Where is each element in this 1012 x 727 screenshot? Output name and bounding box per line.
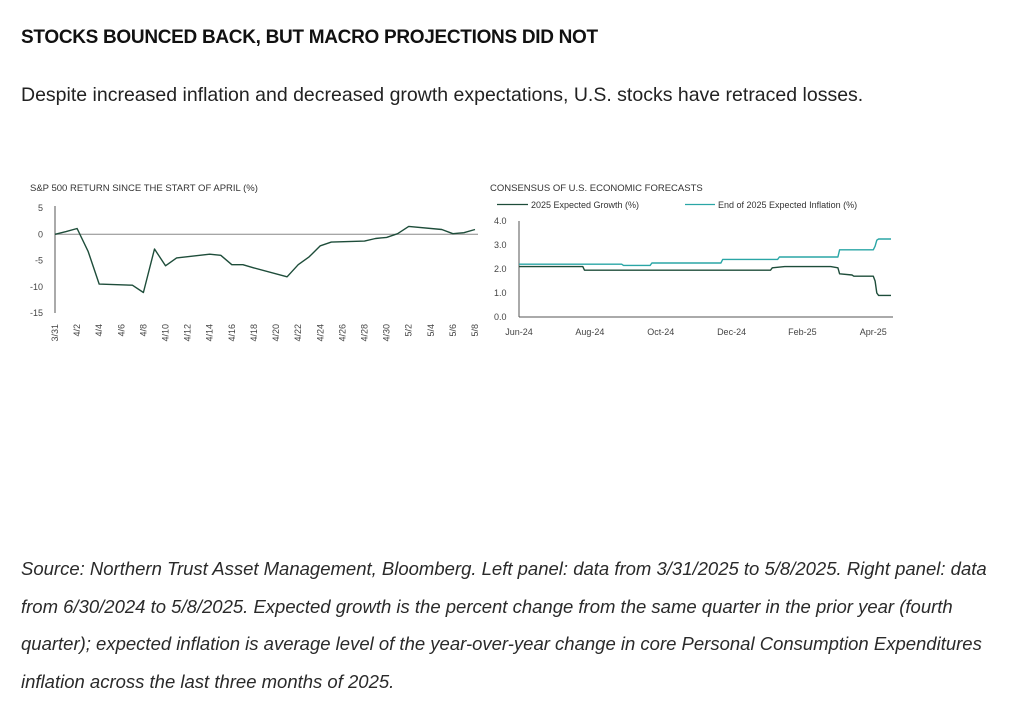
- sp500-y-tick-label: -15: [30, 308, 43, 318]
- sp500-x-tick-label: 4/6: [116, 324, 126, 337]
- sp500-x-tick-label: 4/24: [315, 324, 325, 342]
- sp500-x-tick-label: 4/26: [337, 324, 347, 342]
- sp500-x-tick-label: 5/2: [404, 324, 414, 337]
- sp500-x-tick-label: 4/12: [183, 324, 193, 342]
- source-note: Source: Northern Trust Asset Management,…: [21, 558, 987, 692]
- forecast-x-tick-label: Feb-25: [788, 327, 817, 337]
- forecast-y-tick-label: 3.0: [494, 240, 507, 250]
- sp500-x-tick-label: 4/10: [161, 324, 171, 342]
- sp500-x-tick-label: 4/8: [138, 324, 148, 337]
- sp500-x-tick-label: 4/4: [94, 324, 104, 337]
- growth-line: [519, 265, 891, 297]
- sp500-x-tick-label: 4/16: [227, 324, 237, 342]
- forecast-y-tick-labels: 4.0 3.0 2.0 1.0 0.0: [494, 216, 507, 322]
- legend-label-inflation: End of 2025 Expected Inflation (%): [718, 200, 857, 210]
- forecast-y-tick-label: 4.0: [494, 216, 507, 226]
- forecast-axes: [518, 221, 893, 318]
- sp500-chart: S&P 500 RETURN SINCE THE START OF APRIL …: [30, 183, 480, 342]
- forecast-x-tick-label: Aug-24: [575, 327, 604, 337]
- legend-label-growth: 2025 Expected Growth (%): [531, 200, 639, 210]
- sp500-y-tick-label: 5: [38, 203, 43, 213]
- inflation-line: [519, 238, 891, 267]
- headline: STOCKS BOUNCED BACK, BUT MACRO PROJECTIO…: [21, 27, 598, 48]
- forecast-y-tick-label: 2.0: [494, 264, 507, 274]
- sp500-x-tick-label: 5/4: [426, 324, 436, 337]
- forecast-chart-title: CONSENSUS OF U.S. ECONOMIC FORECASTS: [490, 183, 703, 194]
- charts-container: S&P 500 RETURN SINCE THE START OF APRIL …: [0, 170, 1012, 375]
- sp500-series: [54, 225, 476, 294]
- sp500-y-tick-label: 0: [38, 229, 43, 239]
- sp500-x-tick-label: 4/22: [293, 324, 303, 342]
- sp500-axes: [54, 206, 478, 313]
- sp500-x-tick-label: 4/14: [205, 324, 215, 342]
- sp500-y-tick-label: -5: [35, 256, 43, 266]
- sp500-y-tick-label: -10: [30, 282, 43, 292]
- forecast-x-tick-label: Apr-25: [860, 327, 887, 337]
- sp500-x-tick-label: 4/20: [271, 324, 281, 342]
- sp500-x-tick-label: 4/30: [382, 324, 392, 342]
- forecast-y-tick-label: 0.0: [494, 312, 507, 322]
- sp500-x-tick-labels: 3/31 4/2 4/4 4/6 4/8 4/10 4/12 4/14 4/16 4/18 4/20…: [50, 324, 480, 342]
- forecast-series: [519, 238, 891, 297]
- forecast-x-tick-label: Dec-24: [717, 327, 746, 337]
- sp500-x-tick-label: 4/28: [359, 324, 369, 342]
- forecast-x-tick-labels: Jun-24 Aug-24 Oct-24 Dec-24 Feb-25 Apr-25: [505, 327, 887, 337]
- forecast-y-tick-label: 1.0: [494, 288, 507, 298]
- sp500-x-tick-label: 3/31: [50, 324, 60, 342]
- sp500-line: [54, 225, 476, 294]
- sp500-chart-title: S&P 500 RETURN SINCE THE START OF APRIL …: [30, 183, 258, 194]
- forecast-x-tick-label: Oct-24: [647, 327, 674, 337]
- sp500-y-tick-labels: 5 0 -5 -10 -15: [30, 203, 43, 318]
- charts-svg: S&P 500 RETURN SINCE THE START OF APRIL …: [30, 183, 893, 342]
- sp500-x-tick-label: 5/8: [470, 324, 480, 337]
- forecast-legend: 2025 Expected Growth (%) End of 2025 Exp…: [497, 200, 857, 210]
- subheadline: Despite increased inflation and decrease…: [21, 84, 864, 106]
- sp500-x-tick-label: 4/2: [72, 324, 82, 337]
- forecast-x-tick-label: Jun-24: [505, 327, 533, 337]
- sp500-x-tick-label: 5/6: [448, 324, 458, 337]
- forecast-chart: CONSENSUS OF U.S. ECONOMIC FORECASTS 202…: [490, 183, 893, 337]
- sp500-x-tick-label: 4/18: [249, 324, 259, 342]
